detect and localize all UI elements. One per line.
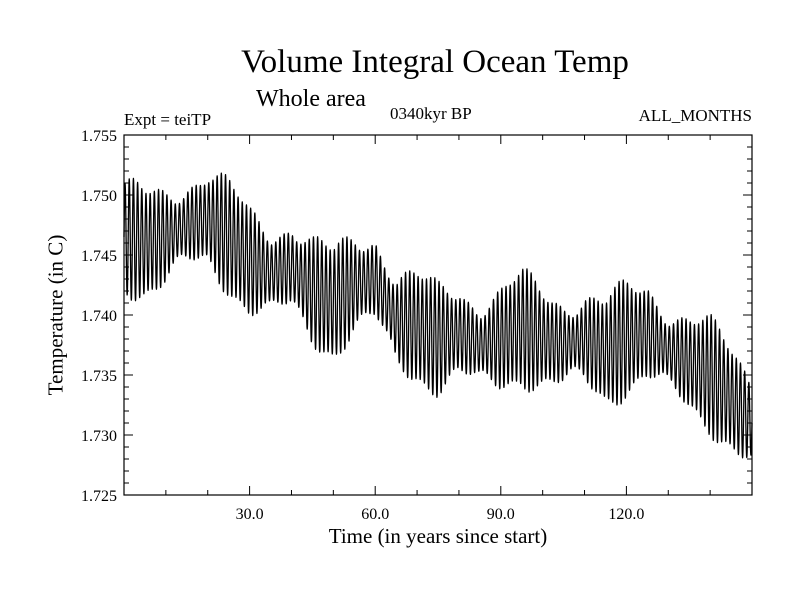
x-axis-label: Time (in years since start) (328, 524, 548, 548)
months-label: ALL_MONTHS (638, 106, 752, 125)
temperature-series-line (123, 172, 753, 459)
y-tick-label: 1.735 (81, 368, 117, 385)
y-tick-label: 1.745 (81, 248, 117, 265)
y-tick-label: 1.725 (81, 488, 117, 505)
y-tick-label: 1.730 (81, 428, 117, 445)
x-tick-label: 30.0 (236, 506, 264, 523)
x-tick-label: 60.0 (361, 506, 389, 523)
experiment-label: Expt = teiTP (124, 110, 212, 129)
y-tick-label: 1.755 (81, 128, 117, 145)
y-tick-label: 1.740 (81, 308, 117, 325)
x-tick-label: 90.0 (487, 506, 515, 523)
series-layer (123, 172, 753, 459)
y-tick-label: 1.750 (81, 188, 117, 205)
period-label: 0340kyr BP (390, 104, 472, 123)
ticks-layer: 1.725 1.730 1.735 1.740 1.745 1.750 1.755 30.0 6… (81, 128, 752, 523)
chart-subtitle: Whole area (256, 86, 366, 112)
x-tick-label: 120.0 (608, 506, 644, 523)
chart-title: Volume Integral Ocean Temp (241, 44, 629, 80)
